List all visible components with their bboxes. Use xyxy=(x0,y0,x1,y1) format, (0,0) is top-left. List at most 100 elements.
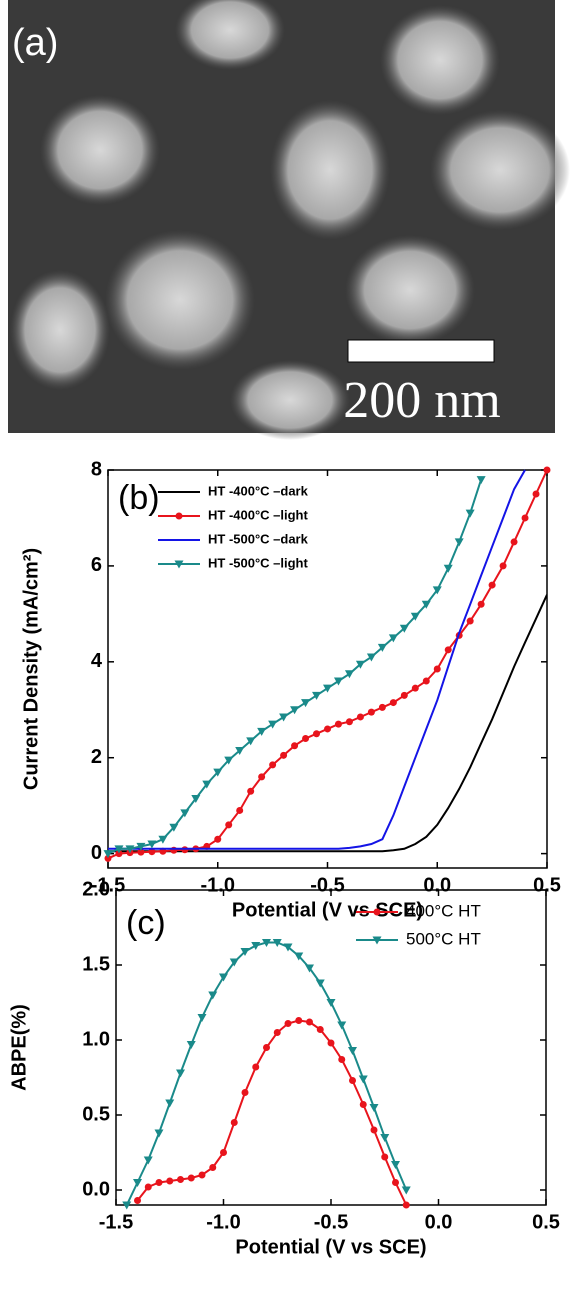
particle xyxy=(345,235,475,345)
y-tick-label: 1.0 xyxy=(82,1028,110,1050)
legend-marker xyxy=(174,560,184,569)
marker xyxy=(273,1029,281,1036)
marker xyxy=(155,1179,163,1186)
particle xyxy=(40,95,160,205)
marker xyxy=(302,735,310,743)
marker xyxy=(349,1077,356,1084)
marker xyxy=(348,1047,357,1055)
y-tick-label: 8 xyxy=(91,458,102,480)
marker xyxy=(279,713,289,722)
marker xyxy=(158,835,168,844)
marker xyxy=(257,727,267,736)
x-tick-label: 0.5 xyxy=(533,874,561,896)
y-axis-label: Current Density (mA/cm²) xyxy=(20,548,42,790)
marker xyxy=(187,1174,195,1182)
marker xyxy=(202,780,212,789)
scale-bar-label: 200 nm xyxy=(343,372,500,429)
marker xyxy=(180,809,190,818)
y-tick-label: 4 xyxy=(91,650,103,672)
marker xyxy=(344,670,354,679)
marker xyxy=(240,948,250,956)
legend-marker xyxy=(175,512,183,520)
marker xyxy=(247,787,255,795)
panel-label: (c) xyxy=(126,904,166,942)
marker xyxy=(165,1099,175,1108)
marker xyxy=(369,1104,379,1112)
x-tick-label: 0.5 xyxy=(532,1211,560,1233)
marker xyxy=(476,476,486,485)
particle xyxy=(10,270,110,390)
scale-bar xyxy=(347,339,495,363)
marker xyxy=(176,1069,185,1078)
x-tick-label: -1.0 xyxy=(201,874,235,896)
particle xyxy=(380,5,500,115)
marker xyxy=(401,1186,411,1195)
marker xyxy=(323,684,332,693)
marker xyxy=(208,991,218,1000)
y-tick-label: 1.5 xyxy=(82,953,110,975)
y-axis-label: ABPE(%) xyxy=(8,1004,30,1091)
marker xyxy=(137,848,145,856)
marker xyxy=(263,1044,270,1051)
marker xyxy=(488,581,496,589)
marker xyxy=(338,1056,346,1063)
legend-label: HT -500°C –light xyxy=(208,555,308,570)
marker xyxy=(388,634,398,643)
legend-label: HT -400°C –light xyxy=(208,507,308,522)
marker xyxy=(391,1161,400,1169)
marker xyxy=(306,1018,313,1026)
marker xyxy=(454,538,464,547)
marker xyxy=(294,952,304,961)
marker xyxy=(154,1129,164,1138)
marker xyxy=(236,806,244,814)
y-tick-label: 0.5 xyxy=(82,1103,110,1125)
marker xyxy=(378,703,386,711)
plot-frame xyxy=(107,469,548,869)
marker xyxy=(358,1075,368,1084)
particle xyxy=(105,230,255,370)
marker xyxy=(114,845,124,854)
marker xyxy=(532,490,540,498)
marker xyxy=(499,562,507,570)
marker xyxy=(312,691,322,700)
series-line xyxy=(108,469,526,850)
x-axis-label: Potential (V vs SCE) xyxy=(232,899,423,921)
marker xyxy=(356,713,364,721)
marker xyxy=(324,725,331,733)
marker xyxy=(252,1063,260,1071)
marker xyxy=(421,600,431,609)
x-axis-label: Potential (V vs SCE) xyxy=(235,1236,426,1258)
series-line xyxy=(108,469,547,860)
marker xyxy=(241,1089,249,1096)
marker xyxy=(144,1183,152,1191)
marker xyxy=(269,761,277,769)
marker xyxy=(214,835,222,843)
marker xyxy=(334,720,342,728)
marker xyxy=(370,1126,378,1134)
legend-marker xyxy=(373,908,381,916)
marker xyxy=(246,737,256,746)
marker xyxy=(355,660,365,669)
marker xyxy=(377,643,387,652)
marker xyxy=(148,848,156,856)
particle xyxy=(270,100,390,240)
marker xyxy=(510,538,518,546)
marker xyxy=(291,742,299,750)
marker xyxy=(251,942,261,950)
series-line xyxy=(108,594,547,853)
marker xyxy=(316,1026,324,1033)
marker xyxy=(213,768,223,777)
plot-frame xyxy=(115,889,547,1206)
marker xyxy=(422,677,430,685)
marker xyxy=(235,747,245,756)
y-tick-label: 0.0 xyxy=(82,1178,110,1200)
x-tick-label: -0.5 xyxy=(310,874,344,896)
marker xyxy=(283,943,293,952)
x-tick-label: -1.5 xyxy=(99,1211,133,1233)
marker xyxy=(444,646,452,654)
marker xyxy=(543,466,551,474)
marker xyxy=(197,1014,207,1022)
marker xyxy=(301,699,311,708)
marker xyxy=(465,509,475,518)
